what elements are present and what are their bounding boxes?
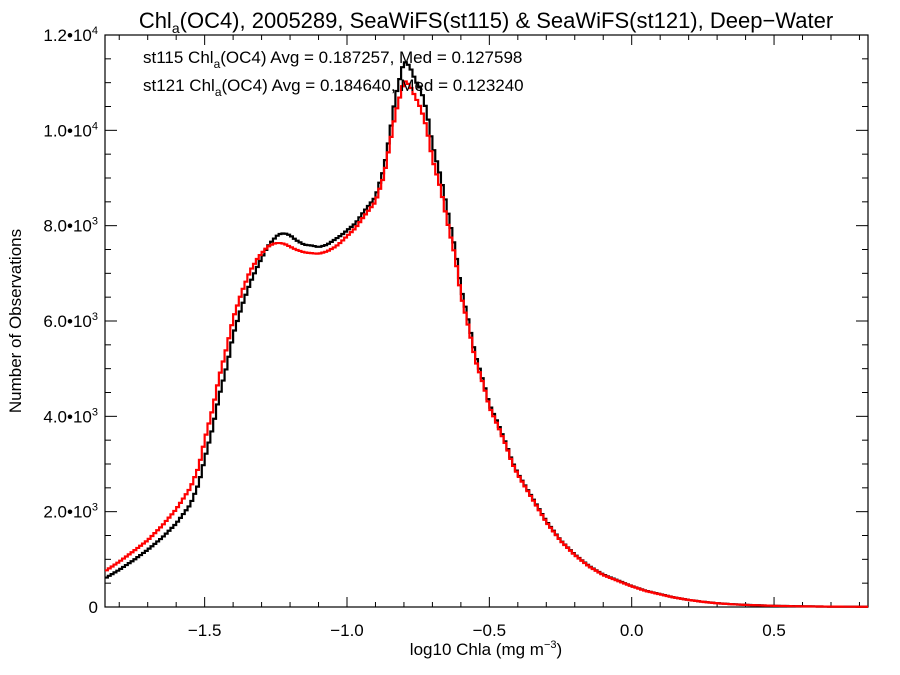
series-line-1 (105, 80, 868, 608)
y-tick-label: 8.0•103 (43, 216, 98, 236)
annotations: st115 Chla(OC4) Avg = 0.187257, Med = 0.… (143, 48, 524, 99)
x-tick-label: −0.5 (473, 621, 507, 640)
y-tick-labels: 0 2.0•103 4.0•103 6.0•103 8.0•103 1.0•104 1.2•… (43, 25, 98, 617)
chart-title: Chla(OC4), 2005289, SeaWiFS(st115) & Sea… (139, 8, 833, 36)
x-tick-label: −1.5 (188, 621, 222, 640)
x-tick-label: 0.0 (620, 621, 644, 640)
plot-frame (104, 34, 869, 608)
y-tick-label: 0 (89, 598, 98, 617)
x-axis-label: log10 Chla (mg m−3) (410, 639, 562, 659)
y-tick-label: 1.2•104 (43, 25, 98, 45)
series-line-0 (105, 61, 868, 608)
y-tick-label: 4.0•103 (43, 406, 98, 426)
x-tick-labels: −1.5 −1.0 −0.5 0.0 0.5 (188, 621, 786, 640)
y-tick-label: 2.0•103 (43, 502, 98, 522)
series-group (105, 61, 868, 608)
y-tick-label: 1.0•104 (43, 120, 98, 140)
plot-area (104, 34, 869, 608)
annotation-st115: st115 Chla(OC4) Avg = 0.187257, Med = 0.… (143, 48, 522, 71)
y-axis-label: Number of Observations (6, 229, 25, 413)
y-tick-label: 6.0•103 (43, 311, 98, 331)
annotation-st121: st121 Chla(OC4) Avg = 0.184640, Med = 0.… (143, 76, 524, 99)
x-tick-label: 0.5 (762, 621, 786, 640)
x-tick-label: −1.0 (330, 621, 364, 640)
tick-marks (105, 34, 868, 608)
